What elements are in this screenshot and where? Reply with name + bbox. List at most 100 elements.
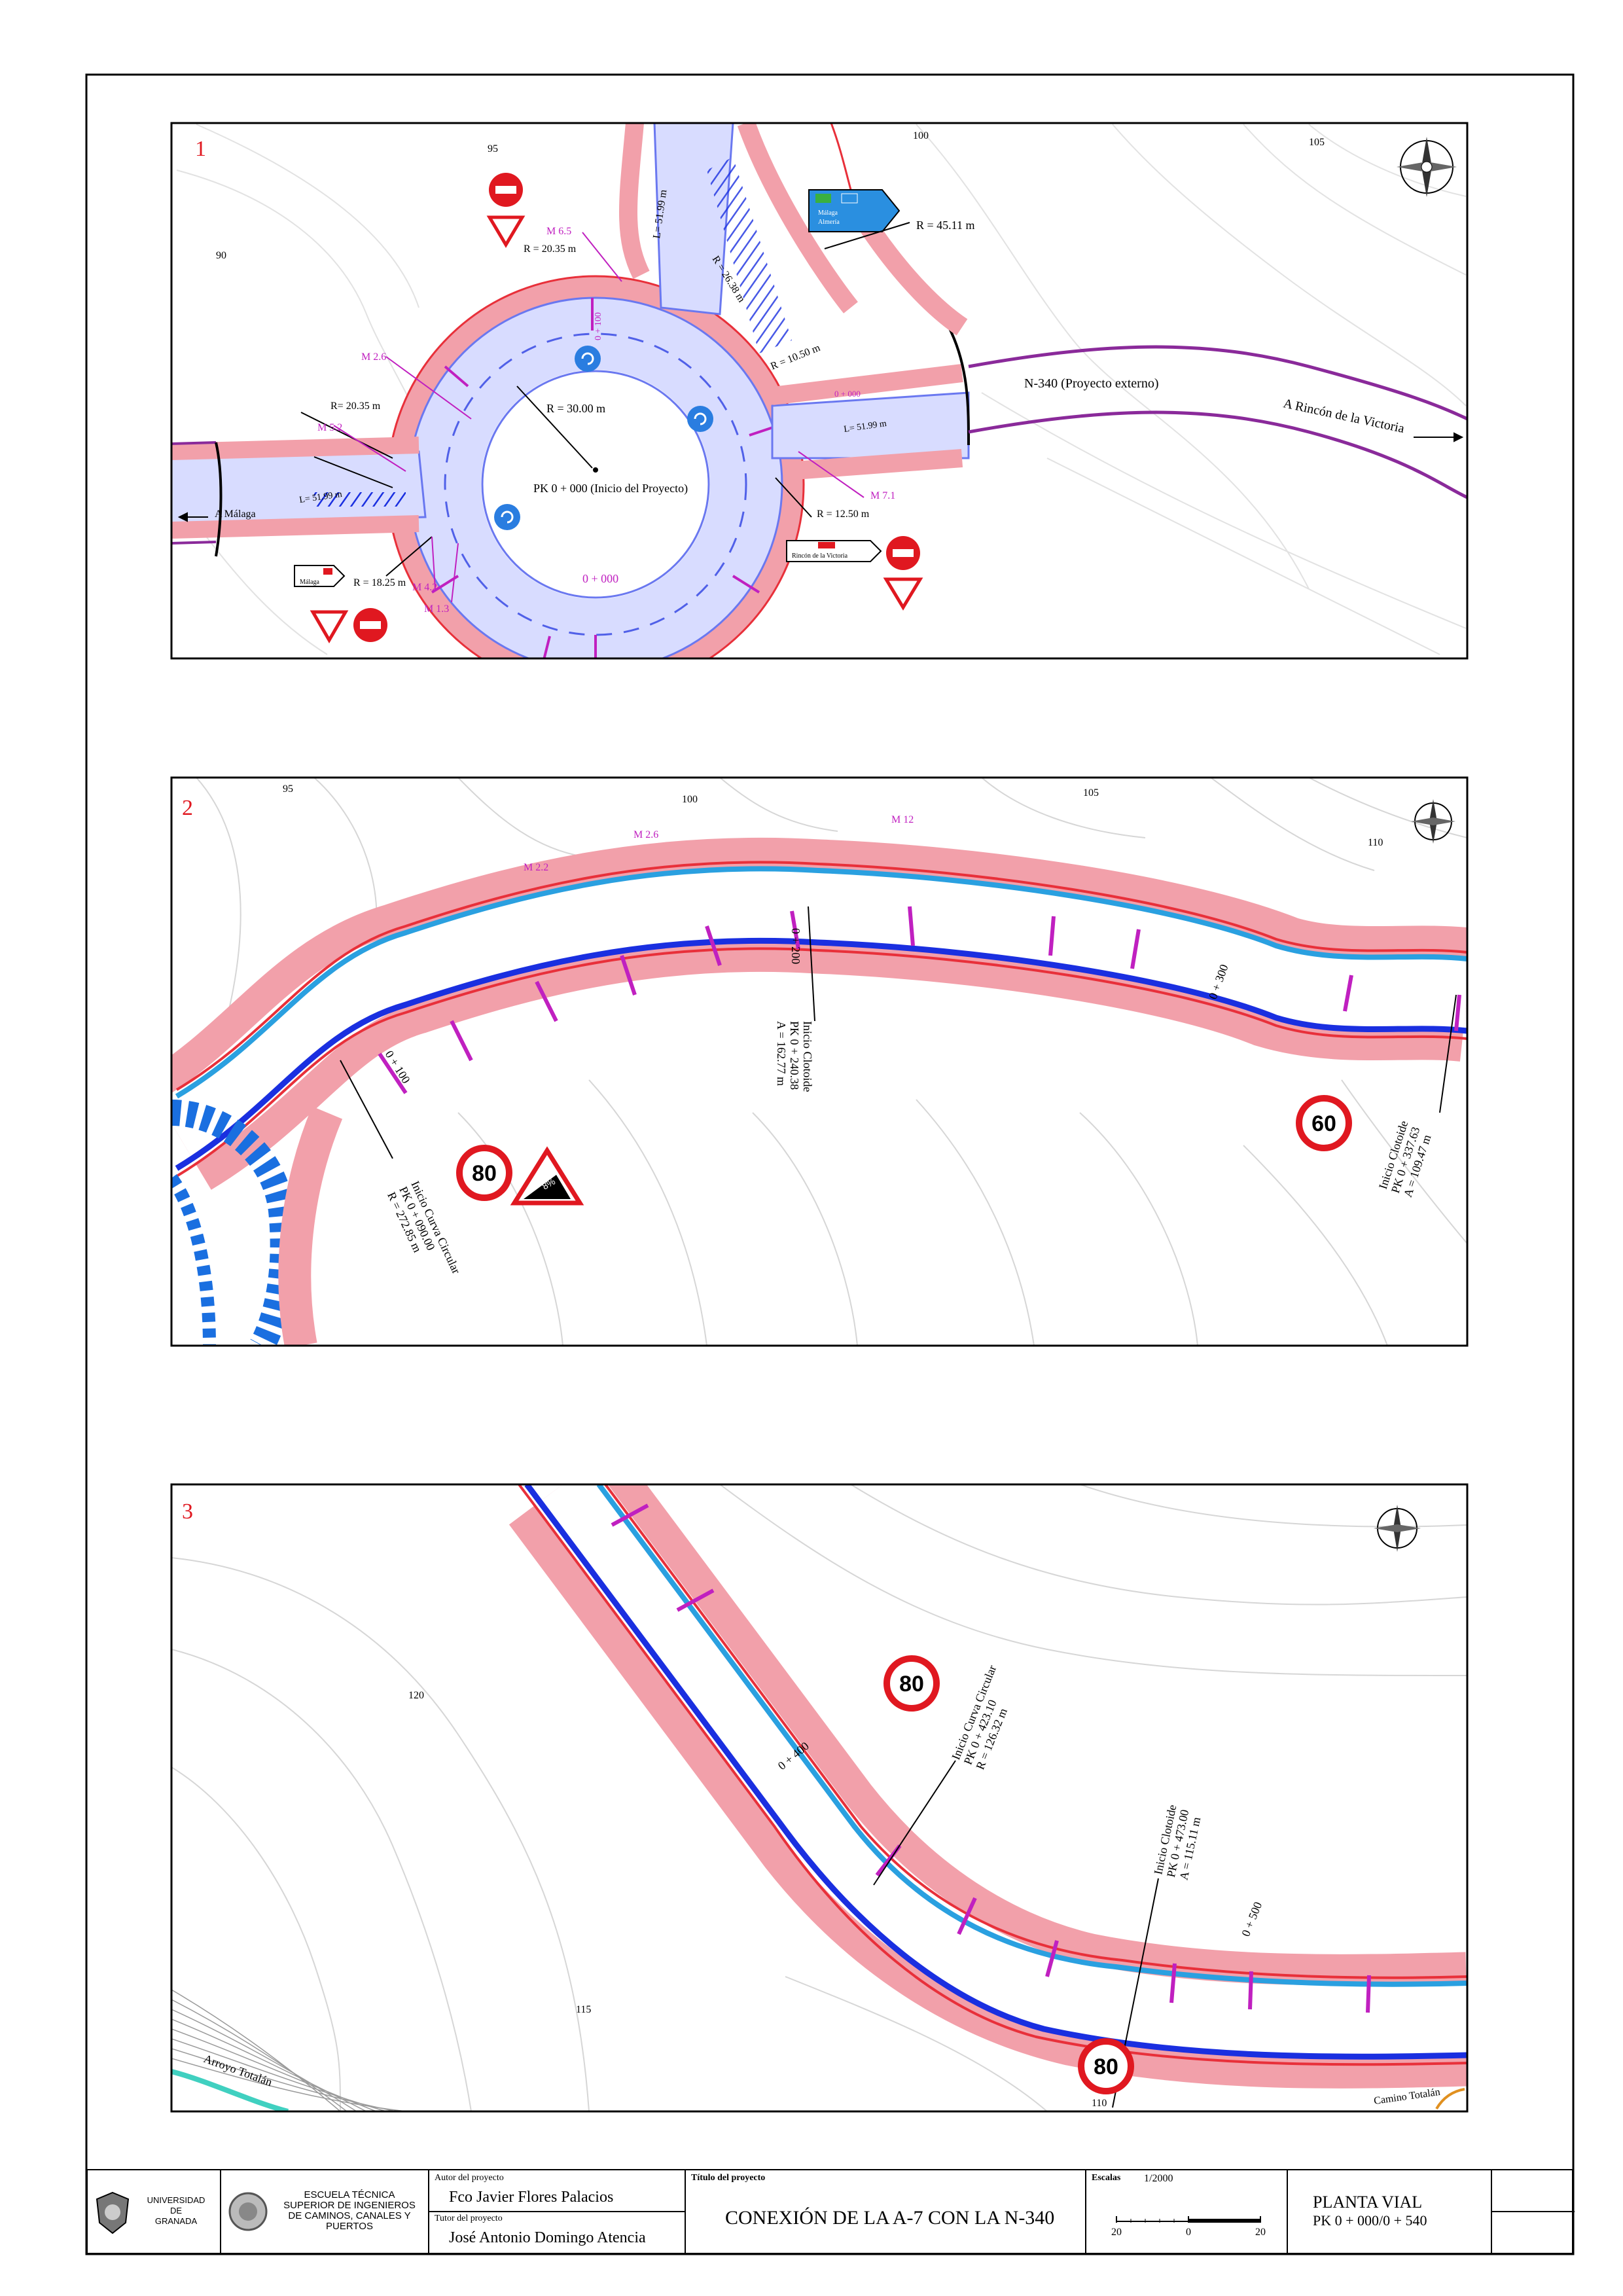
university-cell: UNIVERSIDAD DE GRANADA: [88, 2170, 221, 2253]
direction-sign-blue: [808, 189, 901, 232]
radius-label: R= 20.35 m: [330, 401, 381, 412]
plan-range: PK 0 + 000/0 + 540: [1313, 2212, 1427, 2229]
direction-sign-malaga: [294, 565, 346, 587]
marking-label: M 5.2: [317, 422, 342, 433]
west-approach: [171, 450, 427, 525]
speed-value: 80: [472, 1161, 497, 1186]
plan-name: PLANTA VIAL: [1313, 2193, 1423, 2212]
title-block: UNIVERSIDAD DE GRANADA ESCUELA TÉCNICA S…: [86, 2169, 1575, 2254]
panel-number: 3: [182, 1499, 193, 1524]
project-title-cell: Título del proyecto CONEXIÓN DE LA A-7 C…: [686, 2170, 1086, 2253]
destination-label: A Málaga: [215, 509, 256, 520]
road-carriageway: [534, 1484, 1467, 2058]
sign-text: Rincón de la Victoria: [792, 552, 848, 560]
author-cell: Autor del proyecto Fco Javier Flores Pal…: [429, 2170, 686, 2253]
contour-label: 95: [283, 783, 293, 795]
road-carriageway: [171, 869, 1467, 1164]
east-approach: [771, 391, 970, 459]
chainage-label: 0 + 100: [594, 312, 603, 340]
panel-1-roundabout: [171, 123, 1467, 658]
speed-value: 60: [1311, 1111, 1336, 1136]
author-label: Autor del proyecto: [435, 2173, 504, 2183]
yield-sign-icon: [310, 215, 923, 643]
compass-rose-icon: [1397, 137, 1457, 197]
speed-limit-sign-icon: [456, 1095, 1352, 1201]
panel-3-alignment: [171, 1484, 1467, 2111]
compass-rose-icon: [1374, 1505, 1421, 1552]
university-crest-icon: [96, 2191, 130, 2234]
radius-label: R = 20.35 m: [524, 243, 577, 255]
panel-number: 2: [182, 796, 193, 820]
marking-label: M 6.5: [546, 226, 571, 237]
plan-cell: PLANTA VIAL PK 0 + 000/0 + 540: [1288, 2170, 1492, 2253]
scale-value: 1/2000: [1144, 2173, 1173, 2184]
compass-rose-icon: [1411, 799, 1455, 844]
marking-label: M 12: [891, 814, 914, 825]
tutor-label: Tutor del proyecto: [435, 2214, 503, 2223]
speed-limit-sign-icon: [883, 1655, 1134, 2094]
panel-number: 1: [195, 137, 206, 161]
radius-label: R = 18.25 m: [353, 577, 406, 588]
curve-label: PK 0 + 240.38: [788, 1021, 801, 1090]
contour-label: 110: [1092, 2098, 1107, 2109]
steep-terrain-hatch: [171, 1989, 406, 2111]
curve-label: Inicio Clotoide: [801, 1021, 814, 1092]
panel-1-frame: [170, 122, 1469, 660]
chainage-ticks: [378, 906, 1461, 1094]
scale-label: Escalas: [1092, 2173, 1121, 2183]
university-name: UNIVERSIDAD DE GRANADA: [147, 2195, 205, 2226]
contour-label: 110: [1368, 837, 1383, 848]
marking-label: M 2.6: [361, 351, 386, 363]
speed-value: 80: [899, 1672, 924, 1696]
panel-3-frame: [170, 1483, 1469, 2113]
marking-label: M 2.6: [633, 829, 658, 840]
sign-text: Almería: [818, 219, 840, 226]
scale-cell: Escalas 1/2000 20 0 20: [1086, 2170, 1288, 2253]
contour-label: 90: [216, 250, 226, 261]
curve-label: A = 162.77 m: [775, 1021, 788, 1086]
sheet-border: [85, 73, 1575, 2255]
contour-label: 105: [1309, 137, 1325, 148]
roundabout-sign-icon: [494, 346, 713, 530]
marking-label: M 2.2: [524, 862, 548, 873]
radius-label: R = 10.50 m: [769, 342, 822, 372]
direction-sign-rincon: [786, 540, 882, 562]
pk-start-label: PK 0 + 000 (Inicio del Proyecto): [533, 482, 688, 495]
chainage-label: 0 + 200: [789, 928, 802, 964]
project-title-label: Título del proyecto: [691, 2173, 766, 2183]
chainage-label: 0 + 000: [834, 389, 861, 399]
contour-label: 95: [488, 143, 498, 154]
school-crest-icon: [228, 2192, 268, 2231]
contour-label: 105: [1083, 787, 1099, 798]
scale-tick: 20: [1111, 2227, 1122, 2238]
contour-label: 120: [408, 1690, 424, 1701]
radius-label: R = 45.11 m: [916, 219, 975, 232]
path-label: Camino Totalán: [1373, 2087, 1440, 2107]
sign-text: Málaga: [300, 579, 320, 586]
contour-label: 100: [913, 130, 929, 141]
panel-2-frame: [170, 776, 1469, 1347]
tutor-name: José Antonio Domingo Atencia: [449, 2229, 646, 2246]
speed-value: 80: [1094, 2054, 1118, 2079]
author-name: Fco Javier Flores Palacios: [449, 2189, 614, 2206]
no-entry-sign-icon: [353, 173, 920, 642]
sheet-number-cell: [1492, 2170, 1575, 2253]
contour-label: 115: [576, 2004, 591, 2015]
scale-tick: 20: [1255, 2227, 1266, 2238]
marking-label: M 4.2: [412, 582, 437, 593]
direction-arrows: [177, 432, 1464, 522]
leader-lines: [300, 222, 910, 577]
marking-label: M 7.1: [870, 490, 895, 501]
project-title: CONEXIÓN DE LA A-7 CON LA N-340: [725, 2207, 1055, 2229]
steep-slope-sign-icon: [510, 1146, 584, 1206]
contour-label: 100: [682, 794, 698, 805]
chainage-label: 0 + 000: [582, 572, 618, 585]
road-name-label: N-340 (Proyecto externo): [1024, 376, 1159, 391]
radius-label: R = 12.50 m: [817, 509, 870, 520]
scale-bar: [1116, 2216, 1261, 2223]
scale-tick: 0: [1186, 2227, 1191, 2238]
radius-label: R = 30.00 m: [546, 402, 605, 415]
school-name: ESCUELA TÉCNICA SUPERIOR DE INGENIEROS D…: [283, 2189, 416, 2232]
chainage-label: 0 + 500: [1239, 1900, 1264, 1939]
